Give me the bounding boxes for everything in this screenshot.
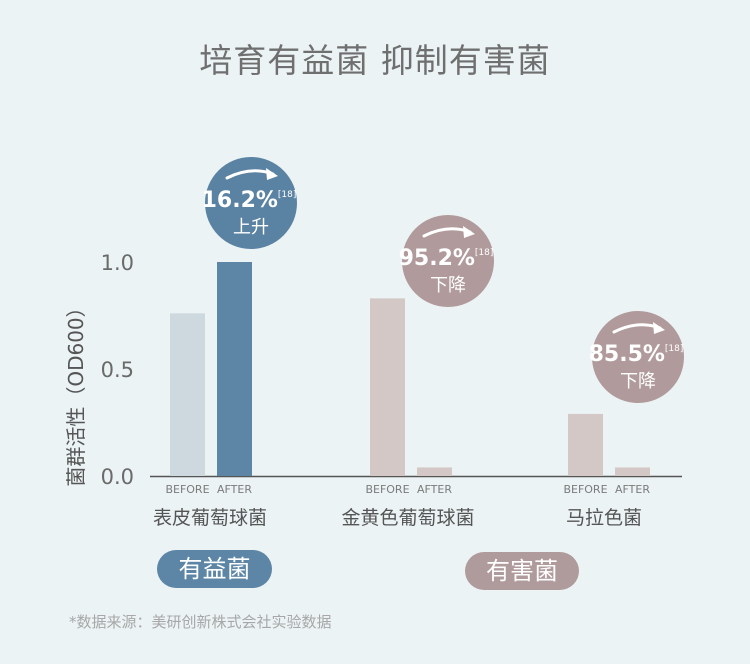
group-label: 金黄色葡萄球菌 <box>341 507 474 529</box>
badge-reference: [18] <box>665 344 683 354</box>
bar-after <box>417 467 452 476</box>
bar-tick-label: AFTER <box>217 483 252 496</box>
y-tick-label: 1.0 <box>101 251 134 275</box>
change-badge <box>592 311 684 403</box>
bar-tick-label: AFTER <box>615 483 650 496</box>
y-tick-label: 0.0 <box>101 465 134 489</box>
y-tick-label: 0.5 <box>101 358 134 382</box>
bar-before <box>370 298 405 476</box>
bar-after <box>217 262 252 476</box>
harmful-bacteria-tag: 有害菌 <box>465 552 579 590</box>
bar-before <box>170 313 205 476</box>
bar-tick-label: BEFORE <box>365 483 409 496</box>
group-label: 马拉色菌 <box>566 507 642 529</box>
bar-before <box>568 413 603 476</box>
trend-arrowhead-icon <box>463 226 475 238</box>
badge-change-label: 下降 <box>620 371 656 392</box>
badge-reference: [18] <box>475 248 493 258</box>
change-badge <box>402 215 494 307</box>
trend-arrowhead-icon <box>266 168 278 180</box>
page-title: 培育有益菌 抑制有害菌 <box>199 41 551 80</box>
bar-tick-label: BEFORE <box>563 483 607 496</box>
y-axis-label: 菌群活性（OD600） <box>64 297 88 486</box>
badge-change-label: 上升 <box>233 217 269 238</box>
bar-tick-label: AFTER <box>417 483 452 496</box>
beneficial-bacteria-tag: 有益菌 <box>157 550 272 588</box>
group-label: 表皮葡萄球菌 <box>153 507 267 529</box>
bar-after <box>615 467 650 476</box>
badge-change-label: 下降 <box>430 275 466 296</box>
data-source-note: *数据来源：美研创新株式会社实验数据 <box>69 613 332 631</box>
badge-reference: [18] <box>278 190 296 200</box>
change-badge <box>205 157 297 249</box>
trend-arrowhead-icon <box>653 322 665 334</box>
bar-tick-label: BEFORE <box>165 483 209 496</box>
